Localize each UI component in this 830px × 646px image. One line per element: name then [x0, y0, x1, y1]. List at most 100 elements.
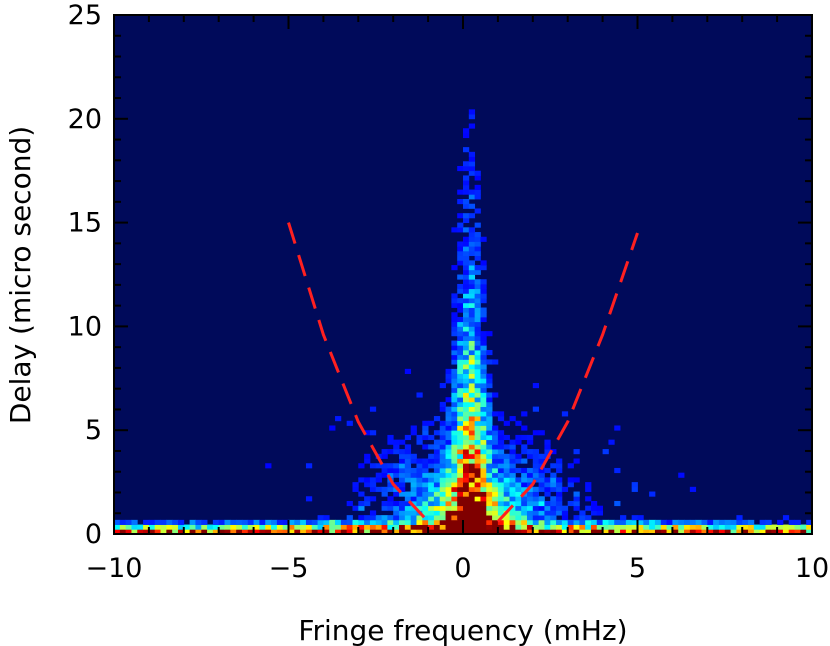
- heatmap-cell: [468, 401, 476, 408]
- heatmap-cell: [561, 519, 569, 525]
- heatmap-cell: [474, 293, 481, 299]
- heatmap-cell: [335, 524, 342, 530]
- heatmap-cell: [660, 529, 667, 535]
- heatmap-cell: [416, 491, 423, 497]
- heatmap-cell: [457, 425, 464, 431]
- heatmap-cell: [463, 213, 470, 219]
- heatmap-cell: [707, 519, 714, 525]
- heatmap-cell: [806, 524, 813, 530]
- heatmap-cell: [463, 340, 470, 346]
- heatmap-cell: [474, 500, 481, 507]
- heatmap-cell: [445, 505, 452, 511]
- heatmap-cell: [468, 312, 476, 318]
- heatmap-cell: [463, 449, 470, 455]
- heatmap-cell: [503, 496, 510, 502]
- heatmap-cell: [544, 491, 551, 497]
- heatmap-cell: [567, 463, 574, 469]
- heatmap-cell: [387, 529, 394, 535]
- heatmap-cell: [393, 519, 400, 525]
- heatmap-cell: [457, 349, 464, 356]
- heatmap-cell: [457, 500, 464, 507]
- heatmap-cell: [463, 364, 470, 370]
- heatmap-cell: [561, 486, 569, 492]
- heatmap-cell: [643, 524, 650, 530]
- heatmap-cell: [474, 189, 481, 195]
- heatmap-cell: [480, 392, 487, 398]
- y-axis-title: Delay (micro second): [4, 126, 37, 424]
- heatmap-cell: [439, 453, 446, 459]
- heatmap-cell: [573, 496, 580, 502]
- heatmap-cell: [585, 505, 592, 511]
- heatmap-cell: [526, 449, 534, 455]
- heatmap-cell: [474, 232, 481, 238]
- heatmap-cell: [468, 298, 476, 304]
- heatmap-cell: [497, 472, 505, 478]
- heatmap-cell: [538, 472, 545, 478]
- heatmap-cell: [492, 458, 499, 464]
- heatmap-cell: [457, 510, 464, 516]
- heatmap-cell: [695, 519, 702, 525]
- heatmap-cell: [143, 524, 150, 530]
- heatmap-cell: [399, 515, 406, 521]
- heatmap-cell: [748, 529, 755, 535]
- heatmap-cell: [480, 496, 487, 502]
- heatmap-cell: [526, 500, 534, 507]
- heatmap-cell: [346, 519, 353, 525]
- heatmap-cell: [782, 515, 790, 521]
- heatmap-cell: [463, 255, 470, 261]
- heatmap-cell: [509, 458, 516, 464]
- heatmap-cell: [439, 496, 446, 502]
- heatmap-cell: [474, 222, 481, 228]
- heatmap-cell: [445, 449, 452, 455]
- heatmap-cell: [532, 524, 540, 530]
- heatmap-cell: [497, 416, 505, 422]
- heatmap-cell: [515, 420, 522, 426]
- heatmap-cell: [526, 519, 534, 525]
- heatmap-cell: [620, 519, 627, 525]
- heatmap-cell: [509, 486, 516, 492]
- heatmap-cell: [532, 430, 540, 436]
- heatmap-cell: [428, 510, 435, 516]
- heatmap-cell: [515, 491, 522, 497]
- heatmap-cell: [468, 265, 476, 271]
- heatmap-cell: [189, 519, 196, 525]
- heatmap-cell: [724, 519, 731, 525]
- heatmap-cell: [457, 373, 464, 379]
- heatmap-cell: [422, 425, 429, 431]
- heatmap-cell: [468, 449, 476, 455]
- heatmap-cell: [463, 241, 470, 247]
- heatmap-cell: [428, 496, 435, 502]
- heatmap-cell: [247, 529, 254, 535]
- heatmap-cell: [399, 463, 406, 469]
- heatmap-cell: [463, 180, 470, 186]
- heatmap-cell: [538, 500, 545, 507]
- heatmap-cell: [468, 486, 476, 492]
- heatmap-cell: [410, 482, 417, 488]
- heatmap-cell: [579, 529, 586, 535]
- heatmap-cell: [177, 524, 185, 530]
- heatmap-cell: [468, 331, 476, 337]
- heatmap-cell: [457, 463, 464, 469]
- heatmap-cell: [457, 307, 464, 313]
- heatmap-cell: [515, 486, 522, 492]
- heatmap-cell: [538, 430, 545, 436]
- heatmap-cell: [521, 467, 528, 474]
- heatmap-cell: [433, 515, 441, 521]
- heatmap-cell: [684, 519, 691, 525]
- heatmap-cell: [486, 529, 493, 535]
- heatmap-cell: [451, 444, 458, 450]
- heatmap-cell: [521, 472, 528, 478]
- heatmap-cell: [439, 524, 446, 530]
- heatmap-cell: [276, 524, 284, 530]
- heatmap-cell: [422, 496, 429, 502]
- heatmap-cell: [684, 529, 691, 535]
- heatmap-cell: [579, 510, 586, 516]
- heatmap-cell: [364, 458, 371, 464]
- heatmap-cell: [620, 524, 627, 530]
- heatmap-cell: [486, 416, 493, 422]
- heatmap-cell: [468, 194, 476, 200]
- heatmap-cell: [305, 519, 313, 525]
- heatmap-cell: [352, 505, 359, 511]
- heatmap-cell: [463, 279, 470, 285]
